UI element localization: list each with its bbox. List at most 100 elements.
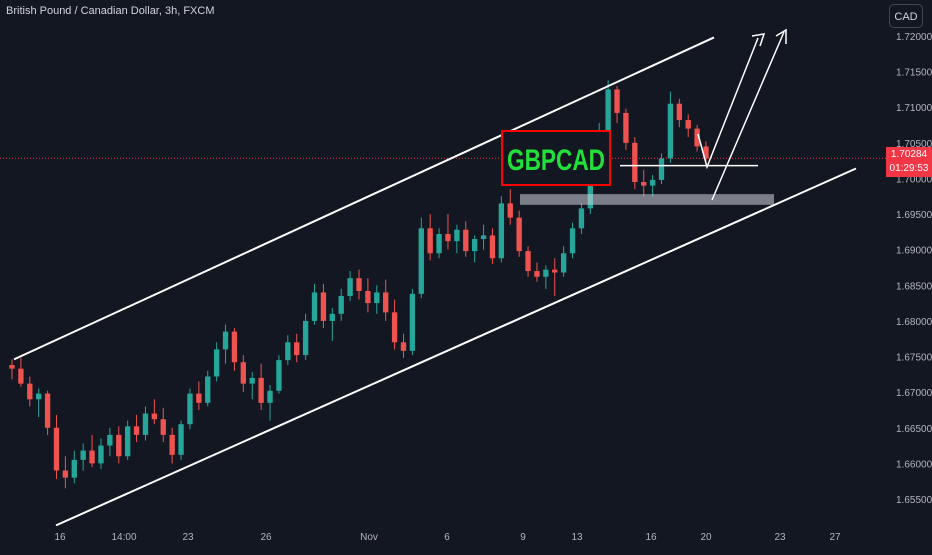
candle-body xyxy=(27,383,33,400)
candle-body xyxy=(685,120,691,129)
candle-body xyxy=(409,293,416,351)
price-tick-label: 1.71500 xyxy=(896,68,932,79)
candle-body xyxy=(525,251,531,272)
time-tick-label: 9 xyxy=(520,532,526,543)
candle-body xyxy=(383,292,389,313)
candle-body xyxy=(489,235,496,259)
channel-upper-line xyxy=(13,36,715,361)
candle-body xyxy=(205,376,211,403)
candle-body xyxy=(605,89,611,133)
last-price-tag: 1.70284 01:29:53 xyxy=(886,147,932,177)
candle-body xyxy=(534,271,540,277)
candle-body xyxy=(169,434,175,455)
candle-body xyxy=(249,377,255,384)
candle-body xyxy=(365,291,371,304)
candle-body xyxy=(107,434,113,446)
candle-body xyxy=(427,228,433,254)
candle-body xyxy=(258,377,264,403)
candle-body xyxy=(516,217,522,252)
time-tick-label: 20 xyxy=(700,532,712,543)
price-axis: 1.72000 1.71500 1.71000 1.70500 1.70000 1.695… xyxy=(896,32,932,506)
candle-body xyxy=(569,228,576,254)
time-tick-label: Nov xyxy=(360,532,378,543)
channel-lower-line xyxy=(55,167,857,527)
candle-body xyxy=(124,426,131,457)
projection-arrowhead-1 xyxy=(751,33,766,47)
candle-body xyxy=(89,450,95,464)
candle-body xyxy=(578,208,585,229)
annotations-group: GBPCAD xyxy=(0,28,886,527)
symbol-label-text: GBPCAD xyxy=(507,144,605,177)
candle-body xyxy=(213,349,220,377)
time-tick-label: 16 xyxy=(54,532,66,543)
candle-body xyxy=(374,292,380,304)
time-tick-label: 23 xyxy=(182,532,194,543)
candle-body xyxy=(641,182,647,186)
candle-body xyxy=(703,146,709,159)
candle-body xyxy=(285,342,291,361)
candle-body xyxy=(80,450,86,460)
price-tick-label: 1.66000 xyxy=(896,459,932,470)
candle-body xyxy=(133,426,140,435)
candle-body xyxy=(676,103,682,121)
price-tick-label: 1.67000 xyxy=(896,388,932,399)
candle-body xyxy=(44,393,51,428)
candle-body xyxy=(649,179,656,186)
candle-body xyxy=(445,234,451,242)
candle-body xyxy=(71,459,77,478)
candle-body xyxy=(694,128,700,147)
candle-body xyxy=(507,203,513,218)
candle-body xyxy=(151,413,158,420)
price-tick-label: 1.67500 xyxy=(896,353,932,364)
candle-body xyxy=(463,229,469,252)
price-tick-label: 1.70500 xyxy=(896,139,932,150)
candle-body xyxy=(329,313,335,321)
time-tick-label: 16 xyxy=(645,532,657,543)
candle-body xyxy=(62,470,69,478)
candle-body xyxy=(320,292,327,321)
support-zone xyxy=(520,194,774,205)
candle-body xyxy=(302,320,309,356)
candle-body xyxy=(454,229,460,242)
candle-body xyxy=(347,278,353,296)
candle-body xyxy=(418,228,424,294)
price-tick-label: 1.69500 xyxy=(896,210,932,221)
candles-group xyxy=(9,80,709,489)
price-tick-label: 1.68500 xyxy=(896,281,932,292)
time-tick-label: 26 xyxy=(260,532,272,543)
currency-button[interactable]: CAD xyxy=(889,4,923,28)
candle-body xyxy=(18,368,24,384)
candle-body xyxy=(231,331,238,363)
candle-body xyxy=(436,234,442,254)
candle-body xyxy=(543,269,549,277)
time-tick-label: 27 xyxy=(829,532,841,543)
candle-body xyxy=(53,427,60,471)
candle-body xyxy=(116,434,122,457)
candle-body xyxy=(356,278,362,292)
candle-body xyxy=(294,342,300,356)
candle-body xyxy=(160,419,166,435)
candle-body xyxy=(471,239,478,252)
candle-body xyxy=(267,390,273,403)
candle-body xyxy=(623,112,629,143)
candle-body xyxy=(240,362,247,384)
projection-path-1 xyxy=(697,37,759,170)
candle-body xyxy=(560,253,567,273)
time-tick-label: 14:00 xyxy=(111,532,136,543)
candle-body xyxy=(9,365,15,369)
price-tick-label: 1.66500 xyxy=(896,424,932,435)
candle-body xyxy=(391,312,398,343)
candle-body xyxy=(552,269,558,273)
candle-body xyxy=(311,292,318,321)
projection-path-2 xyxy=(711,31,785,201)
projection-arrowhead-2 xyxy=(775,28,787,44)
candle-body xyxy=(36,393,42,400)
bar-countdown: 01:29:53 xyxy=(889,163,929,174)
candle-body xyxy=(276,360,282,391)
symbol-title: British Pound / Canadian Dollar, 3h, FXC… xyxy=(6,5,215,17)
candle-body xyxy=(400,342,407,351)
candle-body xyxy=(222,331,229,350)
candle-body xyxy=(632,142,638,183)
time-tick-label: 23 xyxy=(774,532,786,543)
last-price-value: 1.70284 xyxy=(890,149,928,160)
